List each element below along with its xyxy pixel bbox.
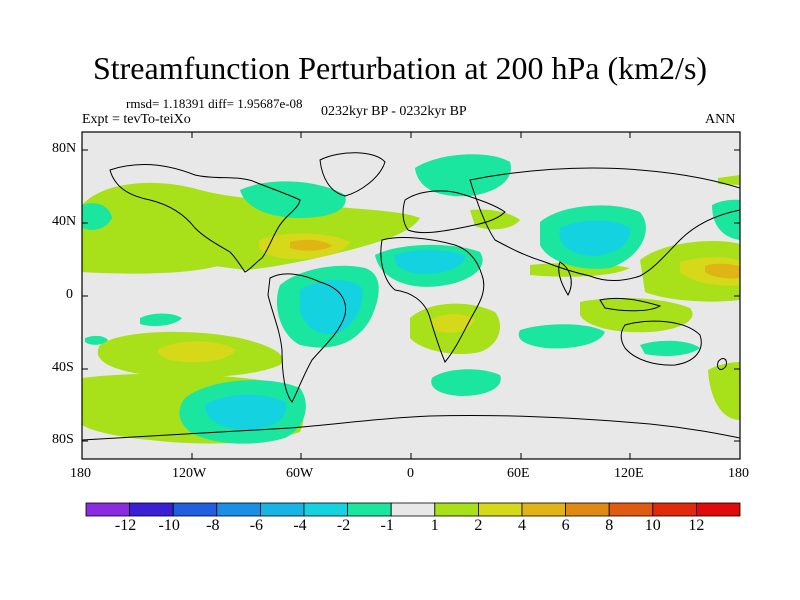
coastline-indonesia bbox=[599, 297, 662, 312]
coastline-new-zealand bbox=[717, 358, 727, 370]
colorbar-label: 12 bbox=[688, 517, 705, 534]
contour-core-atlantic bbox=[300, 279, 363, 335]
colorbar-swatch bbox=[303, 502, 348, 517]
x-tick-label: 180 bbox=[728, 466, 749, 481]
colorbar-label: -6 bbox=[249, 517, 264, 534]
colorbar-label: 8 bbox=[605, 517, 614, 534]
contour-max-gulf bbox=[290, 239, 332, 251]
y-tick-label: 80S bbox=[52, 432, 74, 447]
plot-title: Streamfunction Perturbation at 200 hPa (… bbox=[92, 50, 708, 86]
contour-strong-south-pacific bbox=[158, 341, 236, 363]
contour-strong-africa bbox=[430, 314, 475, 333]
coastline-greenland bbox=[319, 152, 386, 197]
contour-core-central-asia bbox=[559, 220, 631, 256]
colorbar-swatch bbox=[521, 502, 566, 517]
colorbar-label: -4 bbox=[293, 517, 307, 534]
contour-negative-arctic bbox=[415, 154, 511, 197]
season-label: ANN bbox=[705, 112, 736, 127]
coastline-india bbox=[558, 261, 572, 297]
y-tick-label: 40N bbox=[52, 214, 77, 229]
x-tick-label: 120W bbox=[172, 466, 207, 481]
coastline-south-america bbox=[267, 273, 347, 403]
contour-positive-north-asia bbox=[718, 175, 740, 185]
contour-negative-indian-south bbox=[518, 324, 605, 349]
colorbar-label: 10 bbox=[644, 517, 661, 534]
coastline-africa bbox=[380, 237, 485, 363]
colorbar-swatch bbox=[477, 502, 523, 517]
colorbar-swatch bbox=[347, 502, 392, 517]
period-label: 0232kyr BP - 0232kyr BP bbox=[321, 104, 467, 119]
colorbar-swatch bbox=[85, 502, 130, 517]
x-tick-label: 60W bbox=[286, 466, 314, 481]
axis-ticks bbox=[82, 132, 740, 459]
contour-negative-australia bbox=[640, 340, 700, 356]
contour-positive-maritime-continent bbox=[580, 298, 693, 333]
coastlines bbox=[82, 152, 740, 441]
colorbar-swatch bbox=[172, 502, 218, 517]
colorbar-label: 1 bbox=[430, 517, 439, 534]
experiment-label: Expt = tevTo-teiXo bbox=[82, 112, 191, 127]
colorbar-label: -10 bbox=[158, 517, 180, 534]
colorbar-swatch bbox=[390, 502, 436, 517]
contour-positive-south-east-pacific bbox=[708, 362, 740, 420]
colorbar-label: -1 bbox=[380, 517, 394, 534]
colorbar-swatch bbox=[434, 502, 479, 517]
stats-text: rmsd= 1.18391 diff= 1.95687e-08 bbox=[126, 96, 303, 111]
contour-max-west-pacific bbox=[705, 263, 740, 279]
colorbar-label: 2 bbox=[474, 517, 483, 534]
colorbar-label: -12 bbox=[114, 517, 137, 534]
colorbar-swatch bbox=[259, 502, 305, 517]
colorbar-swatch bbox=[129, 502, 174, 517]
colorbar-swatch bbox=[216, 502, 261, 517]
contour-core-north-africa bbox=[394, 249, 465, 274]
colorbar-swatch bbox=[652, 502, 697, 517]
colorbar-swatch bbox=[696, 502, 741, 517]
colorbar-label: -2 bbox=[336, 517, 351, 534]
y-tick-label: 80N bbox=[52, 141, 77, 156]
contour-negative-south-west bbox=[85, 335, 108, 345]
colorbar-swatch bbox=[608, 502, 654, 517]
contour-negative-north-pacific bbox=[240, 181, 346, 218]
colorbar-swatch bbox=[565, 502, 610, 517]
contour-negative-south-atlantic bbox=[431, 369, 501, 396]
coastline-australia bbox=[620, 320, 702, 366]
coastline-europe bbox=[402, 190, 506, 234]
coastline-antarctica bbox=[82, 414, 740, 441]
contour-core-southern-pacific bbox=[205, 394, 286, 430]
x-tick-label: 180 bbox=[70, 466, 91, 481]
colorbar-label: 6 bbox=[561, 517, 570, 534]
colorbar bbox=[85, 502, 741, 517]
x-tick-label: 0 bbox=[407, 466, 414, 481]
contour-positive-pacific-tropics bbox=[82, 234, 230, 274]
y-tick-label: 40S bbox=[52, 360, 74, 375]
colorbar-label: -8 bbox=[206, 517, 220, 534]
y-tick-label: 0 bbox=[66, 287, 73, 302]
x-tick-label: 60E bbox=[507, 466, 530, 481]
coastline-north-america bbox=[109, 164, 301, 273]
coastline-asia bbox=[469, 167, 740, 281]
colorbar-label: 4 bbox=[518, 517, 526, 534]
contour-negative-east-pacific bbox=[140, 313, 182, 326]
contour-negative-dateline-east bbox=[712, 199, 740, 240]
contour-negative-dateline-north bbox=[82, 203, 112, 230]
x-tick-label: 120E bbox=[614, 466, 644, 481]
